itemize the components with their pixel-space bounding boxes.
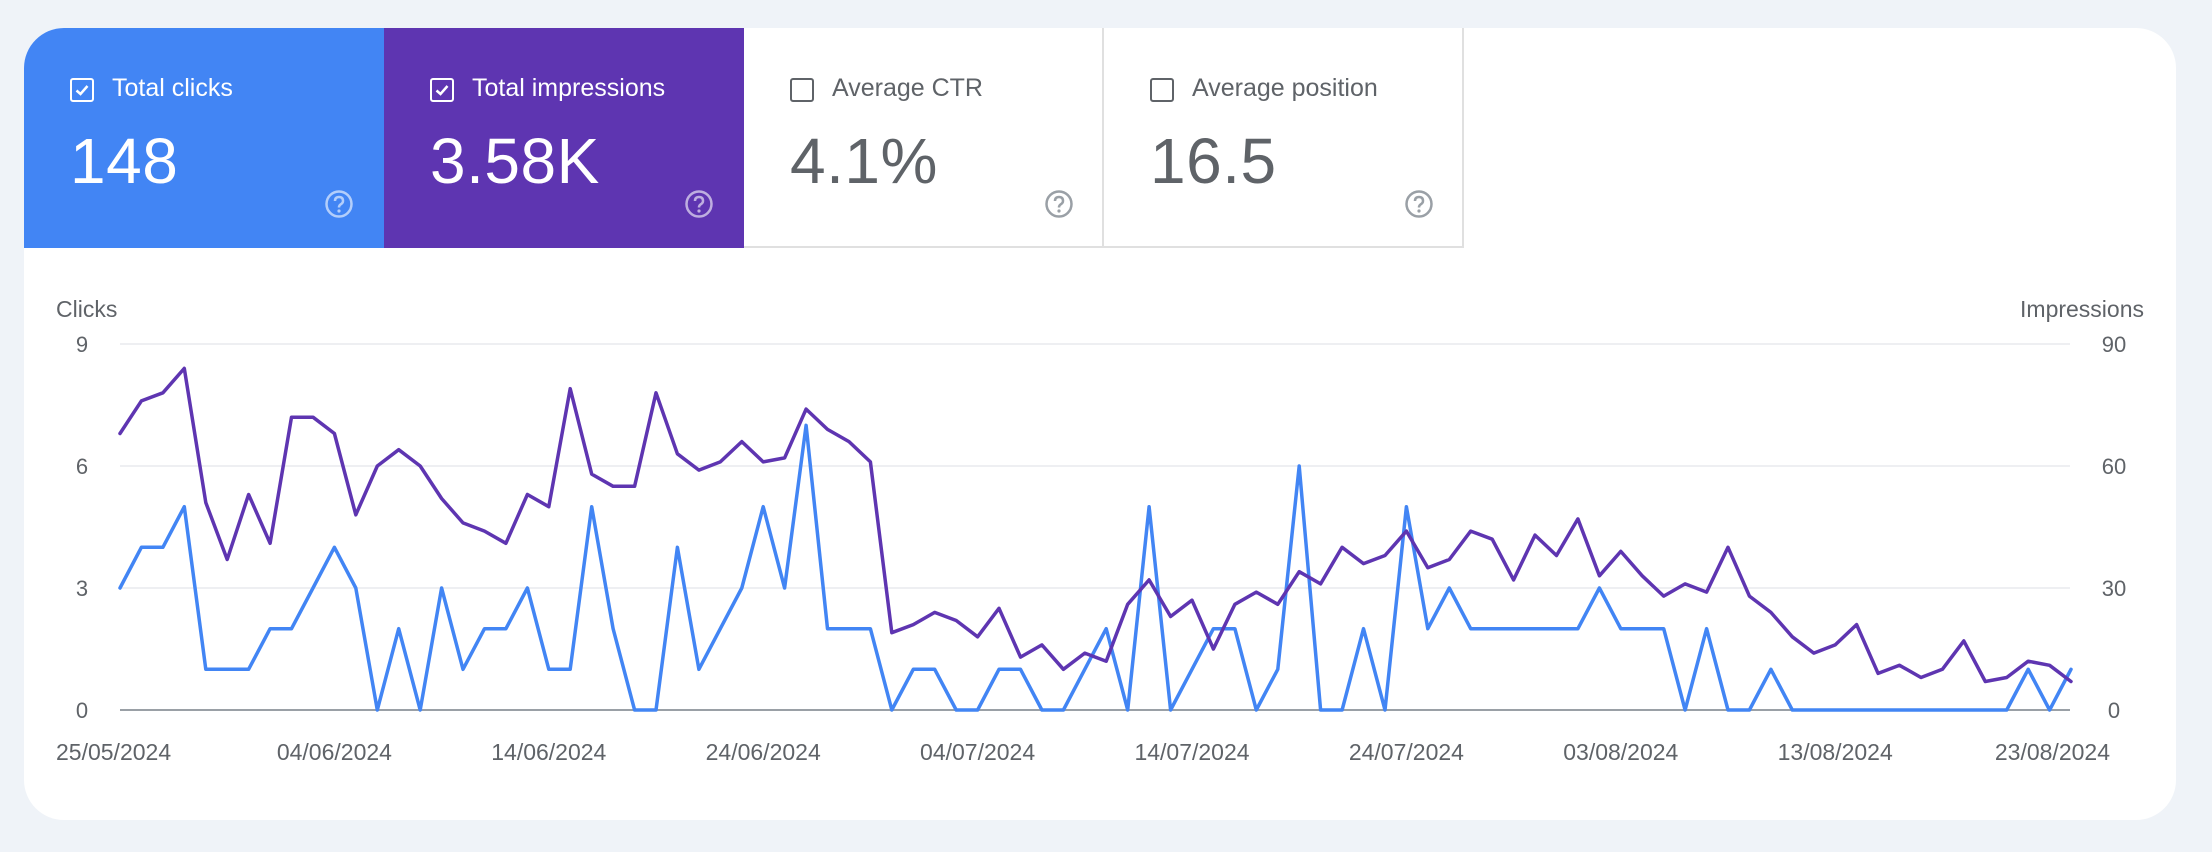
checkbox-average-ctr[interactable]	[790, 78, 814, 102]
y-tick-left: 3	[76, 576, 88, 601]
check-icon	[435, 85, 449, 96]
help-icon[interactable]	[684, 189, 714, 219]
y-tick-right: 60	[2102, 454, 2126, 479]
tile-average-ctr[interactable]: Average CTR 4.1%	[744, 28, 1104, 248]
y-tick-right: 30	[2102, 576, 2126, 601]
right-axis-title: Impressions	[2020, 296, 2144, 322]
y-tick-right: 90	[2102, 332, 2126, 357]
y-tick-left: 6	[76, 454, 88, 479]
x-tick-label: 04/07/2024	[920, 739, 1035, 765]
help-icon[interactable]	[324, 189, 354, 219]
x-tick-label: 24/06/2024	[706, 739, 821, 765]
y-tick-right: 0	[2108, 698, 2120, 723]
left-axis-title: Clicks	[56, 296, 118, 322]
chart-plot: 0 0 3 30 6 60 9 90 25/05/2024 04/06/2024 14/06/202…	[56, 332, 2126, 765]
series-line-clicks	[118, 423, 2073, 712]
tile-label: Average CTR	[832, 74, 983, 102]
checkbox-average-position[interactable]	[1150, 78, 1174, 102]
tile-value: 3.58K	[430, 125, 600, 197]
y-tick-left: 0	[76, 698, 88, 723]
tile-value: 4.1%	[790, 125, 938, 197]
y-tick-left: 9	[76, 332, 88, 357]
x-tick-label: 24/07/2024	[1349, 739, 1464, 765]
x-tick-label: 14/07/2024	[1134, 739, 1249, 765]
tile-total-clicks[interactable]: Total clicks 148	[24, 28, 384, 248]
tile-value: 148	[70, 125, 179, 197]
tile-total-impressions[interactable]: Total impressions 3.58K	[384, 28, 744, 248]
x-tick-label: 04/06/2024	[277, 739, 392, 765]
check-icon	[75, 85, 89, 96]
tile-label: Average position	[1192, 74, 1378, 102]
tile-label: Total impressions	[472, 74, 666, 102]
tile-value: 16.5	[1150, 125, 1277, 197]
x-tick-label: 13/08/2024	[1778, 739, 1893, 765]
performance-chart[interactable]: Clicks Impressions 0 0 3 30 6 60 9 90 25/05/2024…	[24, 28, 2176, 820]
checkbox-total-impressions[interactable]	[430, 78, 454, 102]
x-tick-label: 23/08/2024	[1995, 739, 2110, 765]
x-tick-label: 14/06/2024	[491, 739, 606, 765]
x-tick-label: 25/05/2024	[56, 739, 171, 765]
checkbox-total-clicks[interactable]	[70, 78, 94, 102]
tile-average-position[interactable]: Average position 16.5	[1104, 28, 1464, 248]
x-tick-label: 03/08/2024	[1563, 739, 1678, 765]
help-icon[interactable]	[1044, 189, 1074, 219]
performance-card: Total clicks 148 Total impressions 3.58K…	[24, 28, 2176, 820]
help-icon[interactable]	[1404, 189, 1434, 219]
series-line-impressions	[118, 366, 2073, 684]
tile-label: Total clicks	[112, 74, 233, 102]
metric-tiles: Total clicks 148 Total impressions 3.58K…	[24, 28, 1464, 248]
